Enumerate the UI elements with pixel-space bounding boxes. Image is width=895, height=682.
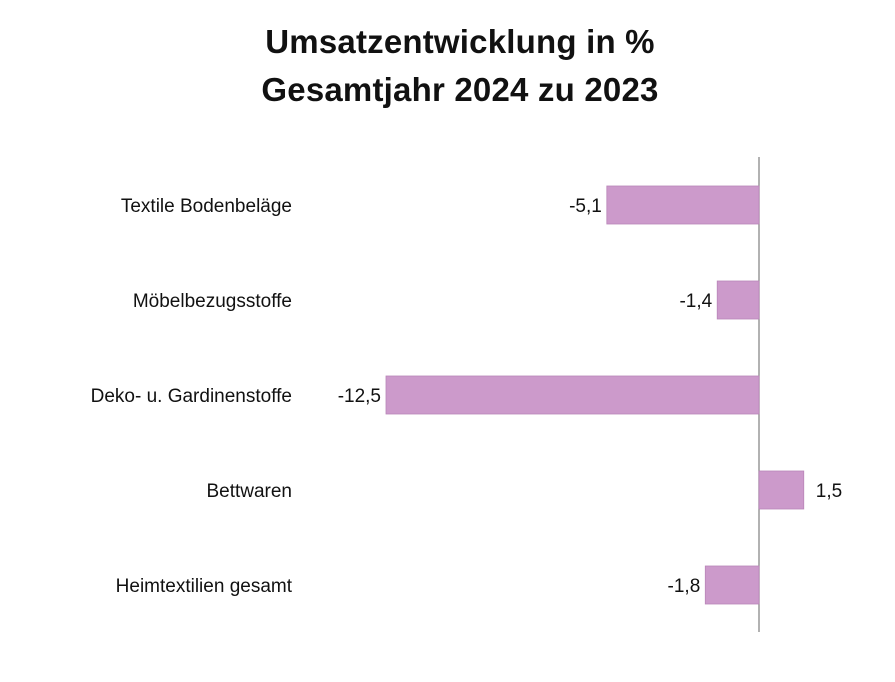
bar — [385, 375, 760, 415]
category-label: Bettwaren — [206, 481, 292, 502]
bar — [606, 185, 760, 225]
value-label: -1,4 — [679, 291, 712, 312]
value-label: -12,5 — [338, 386, 381, 407]
bar — [758, 470, 805, 510]
category-label: Deko- u. Gardinenstoffe — [91, 386, 292, 407]
bar — [716, 280, 760, 320]
category-label: Heimtextilien gesamt — [116, 576, 293, 597]
bar — [704, 565, 760, 605]
chart-title-line-1: Umsatzentwicklung in % — [265, 23, 655, 60]
value-label: 1,5 — [816, 481, 842, 502]
category-label: Textile Bodenbeläge — [121, 196, 292, 217]
category-label: Möbelbezugsstoffe — [133, 291, 292, 312]
value-label: -1,8 — [668, 576, 701, 597]
value-label: -5,1 — [569, 196, 602, 217]
chart-title-line-2: Gesamtjahr 2024 zu 2023 — [261, 71, 659, 108]
